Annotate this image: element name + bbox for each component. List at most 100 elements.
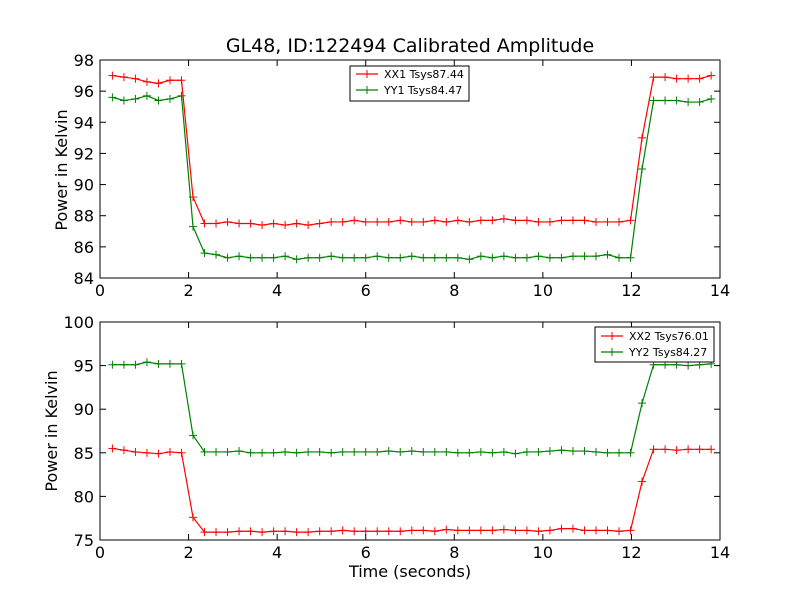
- bottom-chart-series-1-point-18: [315, 447, 324, 456]
- top-chart-series-1-point-11: [235, 252, 244, 261]
- bottom-chart-series-0-point-0: [108, 444, 117, 453]
- top-chart-series-0-point-24: [384, 217, 393, 226]
- bottom-chart-series-0-point-16: [292, 528, 301, 537]
- top-chart-series-1-point-23: [373, 252, 382, 261]
- top-chart-series-1-point-7: [189, 222, 197, 231]
- bottom-chart-series-1-point-4: [154, 359, 163, 368]
- top-chart-series-0-point-25: [396, 216, 405, 225]
- top-chart-series-1-point-52: [707, 94, 716, 103]
- bottom-chart-series-0-point-22: [361, 527, 370, 536]
- top-chart-series-0-point-0: [108, 71, 117, 80]
- top-chart-y-tick-label-5: 94: [74, 113, 94, 132]
- bottom-chart-series-1-point-21: [350, 447, 359, 456]
- bottom-chart-series-1-point-2: [131, 360, 140, 369]
- top-chart-series-0-point-27: [419, 217, 428, 226]
- top-chart-legend-label-yy1: YY1 Tsys84.47: [383, 84, 462, 97]
- bottom-chart-series-0-point-13: [258, 528, 267, 537]
- top-chart-series-1-point-17: [304, 253, 313, 262]
- top-chart-series-0-point-44: [615, 217, 624, 226]
- top-chart-series-0-point-37: [534, 217, 543, 226]
- bottom-chart-series-0-point-30: [453, 526, 462, 535]
- bottom-chart-series-1-point-28: [430, 447, 439, 456]
- top-chart-series-0-point-26: [407, 217, 416, 226]
- top-chart-y-tick-label-2: 88: [74, 207, 94, 226]
- bottom-chart-legend-label-xx2: XX2 Tsys76.01: [629, 330, 709, 343]
- top-chart-series-0-point-1: [119, 73, 128, 82]
- top-chart-series-0-point-50: [684, 74, 693, 83]
- bottom-chart-series-1-point-40: [568, 447, 577, 456]
- bottom-chart-plot-area: [99, 321, 721, 541]
- bottom-chart-y-axis-label: Power in Kelvin: [42, 370, 61, 491]
- bottom-chart-series-1-point-10: [223, 447, 232, 456]
- bottom-chart-series-1-point-5: [165, 359, 174, 368]
- top-chart-series-0-point-49: [672, 74, 681, 83]
- bottom-chart-series-group: [108, 358, 716, 537]
- top-chart-series-1-point-15: [281, 252, 290, 261]
- top-chart-y-tick-label-6: 96: [74, 82, 94, 101]
- bottom-chart-series-0-point-31: [465, 526, 474, 535]
- top-chart-y-tick-label-1: 86: [74, 238, 94, 257]
- bottom-chart-y-tick-label-4: 95: [74, 357, 94, 376]
- top-chart-series-0-point-51: [695, 74, 704, 83]
- top-chart-series-0-point-20: [338, 217, 347, 226]
- top-chart-title: GL48, ID:122494 Calibrated Amplitude: [226, 35, 594, 57]
- top-chart-series-1-point-29: [442, 253, 451, 262]
- top-chart-series-1-point-25: [396, 253, 405, 262]
- top-chart-series-0-point-13: [258, 221, 267, 230]
- top-chart-series-0-point-21: [350, 216, 359, 225]
- top-chart-series-0-point-3: [142, 77, 151, 86]
- bottom-chart-series-1-point-8: [200, 447, 209, 456]
- top-chart-series-1-point-4: [154, 96, 163, 105]
- top-chart-legend: XX1 Tsys87.44 YY1 Tsys84.47: [349, 65, 470, 102]
- bottom-chart-series-1-point-24: [384, 447, 393, 456]
- top-chart-series-0-point-10: [223, 217, 232, 226]
- top-chart-series-1-point-49: [672, 96, 681, 105]
- bottom-chart-series-0-point-43: [603, 526, 612, 535]
- top-chart-y-tick-label-7: 98: [74, 51, 94, 70]
- bottom-chart-series-0-point-44: [615, 527, 624, 536]
- bottom-chart-series-0-point-8: [200, 528, 209, 537]
- bottom-chart-x-tick-label-0: 0: [95, 543, 105, 562]
- bottom-chart-y-tick-label-3: 90: [74, 400, 94, 419]
- top-chart-series-0-point-41: [580, 216, 589, 225]
- bottom-chart-series-0-point-15: [281, 527, 290, 536]
- bottom-chart-series-0-point-17: [304, 528, 313, 537]
- bottom-chart-series-0-point-32: [476, 526, 485, 535]
- top-chart-series-1-point-5: [165, 94, 174, 103]
- bottom-chart-series-0-point-33: [488, 526, 497, 535]
- bottom-chart-x-tick-label-6: 12: [621, 543, 641, 562]
- top-chart-y-tick-label-3: 90: [74, 176, 94, 195]
- top-chart-series-1-point-39: [557, 253, 566, 262]
- bottom-chart-x-tick-label-1: 2: [183, 543, 193, 562]
- top-chart-series-0-point-8: [200, 219, 209, 228]
- top-chart-series-1-point-32: [476, 252, 485, 261]
- bottom-chart-series-1-point-11: [235, 447, 244, 456]
- top-chart-series-0-point-22: [361, 217, 370, 226]
- bottom-chart-series-1-point-43: [603, 448, 612, 457]
- top-chart-legend-box: [349, 65, 470, 102]
- top-chart-series-1-point-10: [223, 253, 232, 262]
- bottom-chart-series-1-point-6: [177, 359, 186, 368]
- top-chart-series-1-point-8: [200, 249, 209, 258]
- top-chart-series-1-point-47: [649, 96, 658, 105]
- bottom-chart-series-0-point-46: [638, 477, 647, 486]
- bottom-chart-x-tick-label-5: 10: [533, 543, 553, 562]
- top-chart-series-1-point-46: [638, 165, 647, 173]
- top-chart-series-0-point-2: [131, 74, 140, 83]
- top-chart-series-0-point-45: [626, 216, 635, 225]
- top-chart-series-0-point-28: [430, 216, 439, 225]
- top-chart-series-1-point-35: [511, 253, 520, 262]
- top-chart-series-1-point-3: [142, 91, 151, 100]
- top-chart-x-tick-label-1: 2: [183, 281, 193, 300]
- top-chart-series-1-point-22: [361, 253, 370, 262]
- bottom-chart-series-1-point-29: [442, 447, 451, 456]
- bottom-chart-series-1-point-32: [476, 447, 485, 456]
- bottom-chart-series-1-point-26: [407, 447, 416, 456]
- bottom-chart-x-tick-label-3: 6: [361, 543, 371, 562]
- bottom-chart-series-0-point-40: [568, 524, 577, 533]
- top-chart-series-1-point-13: [258, 253, 267, 262]
- top-chart-series-1-point-36: [522, 253, 531, 262]
- bottom-chart-series-1-point-39: [557, 446, 566, 455]
- bottom-chart-series-1-point-27: [419, 447, 428, 456]
- bottom-chart-series-0-point-11: [235, 527, 244, 536]
